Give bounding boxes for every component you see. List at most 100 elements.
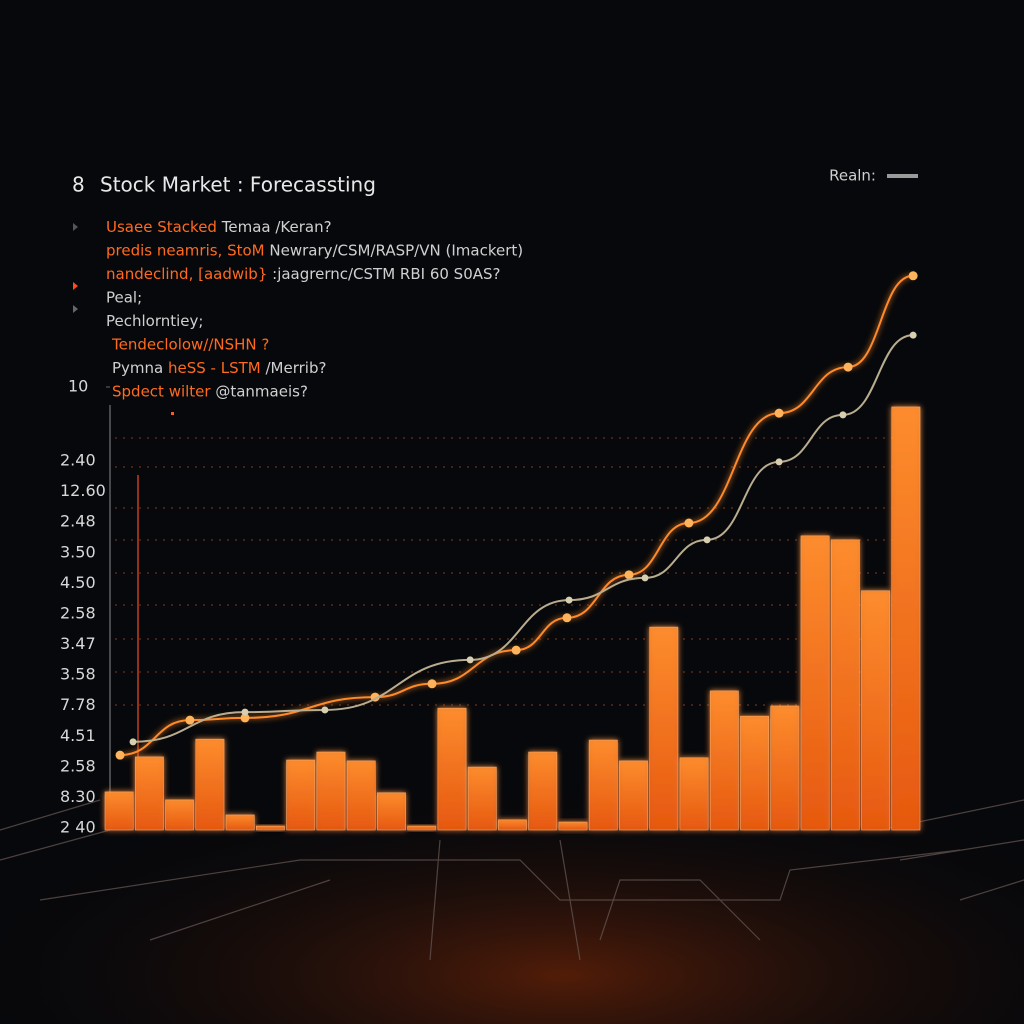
line-point — [240, 713, 250, 723]
line-point — [185, 715, 195, 725]
line-point — [703, 536, 711, 544]
y-axis-label: 4.51 — [60, 726, 96, 745]
bar — [528, 751, 558, 831]
bar-group — [377, 792, 406, 831]
y-axis-label: 4.50 — [60, 573, 96, 592]
line-point — [562, 613, 572, 623]
bar — [316, 751, 346, 831]
bar-group — [891, 406, 921, 831]
bar-group — [558, 821, 588, 831]
note-segment: nandeclind, [aadwib} — [106, 265, 267, 283]
bar-group — [861, 590, 891, 831]
note-line: Spdect wilter @tanmaeis? — [112, 382, 308, 400]
line-point — [908, 271, 918, 281]
bar-group — [346, 760, 376, 831]
y-axis-label: 2.40 — [60, 451, 96, 470]
line-point — [641, 574, 649, 582]
y-axis-label: 12.60 — [60, 481, 106, 500]
note-line: Pechlorntiey; — [106, 312, 203, 330]
line-point — [565, 596, 573, 604]
note-line: Peal; — [106, 288, 142, 306]
note-segment: :jaagrernc/CSTM RBI 60 S0AS? — [267, 265, 500, 283]
line-point — [624, 570, 634, 580]
bar — [649, 626, 679, 831]
note-segment: heSS - LSTM — [163, 359, 260, 377]
y-axis-label: 2 40 — [60, 818, 96, 837]
bar-group — [225, 814, 255, 831]
bar — [467, 766, 497, 831]
note-segment: @tanmaeis? — [211, 382, 308, 400]
bar-group — [649, 626, 679, 831]
line-point — [466, 656, 474, 664]
bar — [740, 715, 770, 831]
bar — [195, 738, 225, 831]
note-segment: predis neamris, StoM — [106, 241, 265, 259]
bar-group — [104, 791, 134, 831]
bar-group — [740, 715, 770, 831]
line-point — [909, 331, 917, 339]
chart-number: 8 — [72, 173, 85, 197]
line-point — [684, 518, 694, 528]
note-segment: Pechlorntiey; — [106, 312, 203, 330]
line-point — [775, 458, 783, 466]
circuit-floor — [0, 799, 1024, 961]
line-point — [511, 645, 521, 655]
bar-group — [255, 825, 285, 831]
bar — [498, 819, 527, 831]
chart-title: Stock Market : Forecassting — [100, 173, 376, 197]
bar-group — [619, 760, 648, 831]
bar — [770, 705, 800, 831]
bar-group — [165, 799, 195, 831]
bar-group — [830, 539, 860, 831]
y-axis-label: 2.58 — [60, 603, 96, 622]
bar — [165, 799, 195, 831]
bar-group — [679, 757, 709, 831]
y-axis-label: 7.78 — [60, 695, 96, 714]
legend-label: Realn: — [829, 167, 876, 185]
y-axis-label: 3.50 — [60, 542, 96, 561]
line-point — [774, 408, 784, 418]
bar-group — [407, 825, 437, 831]
line-point — [115, 750, 125, 760]
bar-group — [316, 751, 346, 831]
note-segment: Pymna — [112, 359, 163, 377]
line-series — [133, 334, 914, 743]
bar-group — [498, 819, 527, 831]
bar — [588, 739, 618, 831]
bar-group — [709, 690, 739, 831]
line-point — [241, 708, 249, 716]
note-segment: /Merrib? — [261, 359, 327, 377]
bar — [255, 825, 285, 831]
bar — [286, 759, 316, 831]
bar — [437, 707, 467, 831]
bar — [619, 760, 648, 831]
note-segment: Tendeclolow//NSHN ? — [111, 335, 269, 353]
y-axis-label: 2.58 — [60, 756, 96, 775]
y-tick-label: 10 — [68, 377, 88, 396]
line-point — [839, 411, 847, 419]
note-line: Usaee Stacked Temaa /Keran? — [106, 218, 332, 236]
bar — [346, 760, 376, 831]
bar-group — [770, 705, 800, 831]
note-segment: Temaa /Keran? — [217, 218, 332, 236]
bar-group — [134, 756, 164, 831]
bar — [558, 821, 588, 831]
line-point — [843, 362, 853, 372]
bar-group — [588, 739, 618, 831]
bar-group — [286, 759, 316, 831]
marker-dot — [171, 412, 174, 415]
bar — [800, 535, 830, 831]
bar — [377, 792, 406, 831]
note-line: predis neamris, StoM Newrary/CSM/RASP/VN… — [106, 241, 523, 259]
bar-group — [467, 766, 497, 831]
bar — [104, 791, 134, 831]
bar — [830, 539, 860, 831]
note-segment: Peal; — [106, 288, 142, 306]
bar-group — [528, 751, 558, 831]
bar-group — [195, 738, 225, 831]
note-segment: Usaee Stacked — [106, 218, 217, 236]
bar — [679, 757, 709, 831]
bar — [134, 756, 164, 831]
